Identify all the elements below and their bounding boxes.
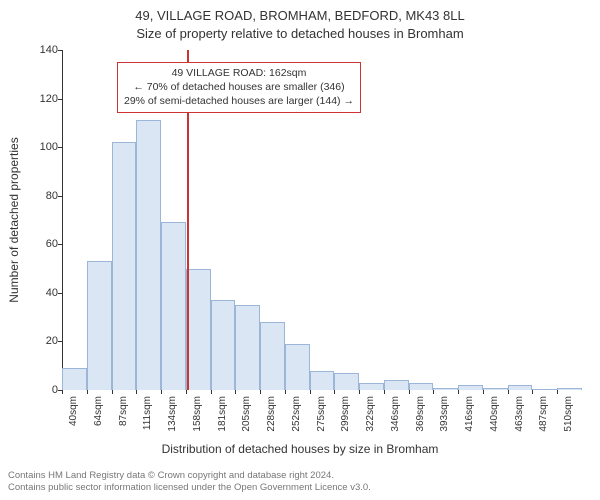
bar bbox=[161, 222, 186, 390]
chart-title-line1: 49, VILLAGE ROAD, BROMHAM, BEDFORD, MK43… bbox=[0, 8, 600, 23]
info-box: 49 VILLAGE ROAD: 162sqm← 70% of detached… bbox=[117, 62, 361, 113]
bar bbox=[433, 388, 458, 390]
x-tick-label: 158sqm bbox=[192, 396, 203, 441]
y-tick-label: 120 bbox=[40, 93, 58, 105]
x-tick-label: 346sqm bbox=[390, 396, 401, 441]
x-tick-label: 205sqm bbox=[241, 396, 252, 441]
bar bbox=[112, 142, 137, 390]
x-tick-mark bbox=[483, 390, 484, 394]
x-tick-mark bbox=[112, 390, 113, 394]
x-tick-mark bbox=[557, 390, 558, 394]
chart-title-line2: Size of property relative to detached ho… bbox=[0, 26, 600, 41]
bar bbox=[136, 120, 161, 390]
x-tick-mark bbox=[285, 390, 286, 394]
bar bbox=[409, 383, 434, 390]
x-axis-label: Distribution of detached houses by size … bbox=[0, 442, 600, 456]
bar bbox=[458, 385, 483, 390]
bar bbox=[384, 380, 409, 390]
y-tick-mark bbox=[58, 293, 62, 294]
bar bbox=[483, 388, 508, 390]
x-tick-mark bbox=[136, 390, 137, 394]
x-tick-label: 487sqm bbox=[538, 396, 549, 441]
x-tick-mark bbox=[260, 390, 261, 394]
y-tick-mark bbox=[58, 341, 62, 342]
x-tick-label: 111sqm bbox=[142, 396, 153, 441]
chart-container: 49, VILLAGE ROAD, BROMHAM, BEDFORD, MK43… bbox=[0, 0, 600, 500]
footer-line2: Contains public sector information licen… bbox=[8, 482, 371, 494]
bar bbox=[62, 368, 87, 390]
y-tick-label: 40 bbox=[46, 287, 58, 299]
bar bbox=[285, 344, 310, 390]
bar bbox=[235, 305, 260, 390]
bar bbox=[359, 383, 384, 390]
y-tick-mark bbox=[58, 244, 62, 245]
x-tick-label: 40sqm bbox=[68, 396, 79, 441]
y-tick-mark bbox=[58, 196, 62, 197]
info-box-line: ← 70% of detached houses are smaller (34… bbox=[124, 80, 354, 94]
x-tick-label: 134sqm bbox=[167, 396, 178, 441]
x-tick-mark bbox=[508, 390, 509, 394]
y-axis-label: Number of detached properties bbox=[7, 137, 21, 302]
bar bbox=[87, 261, 112, 390]
bar bbox=[211, 300, 236, 390]
bar bbox=[334, 373, 359, 390]
x-tick-mark bbox=[458, 390, 459, 394]
x-tick-mark bbox=[334, 390, 335, 394]
x-tick-label: 393sqm bbox=[439, 396, 450, 441]
x-tick-mark bbox=[62, 390, 63, 394]
x-tick-mark bbox=[409, 390, 410, 394]
y-tick-label: 60 bbox=[46, 238, 58, 250]
bar bbox=[260, 322, 285, 390]
y-tick-mark bbox=[58, 99, 62, 100]
footer-line1: Contains HM Land Registry data © Crown c… bbox=[8, 470, 371, 482]
bar bbox=[508, 385, 533, 390]
x-tick-label: 416sqm bbox=[464, 396, 475, 441]
x-tick-label: 463sqm bbox=[514, 396, 525, 441]
y-tick-mark bbox=[58, 147, 62, 148]
info-box-line: 49 VILLAGE ROAD: 162sqm bbox=[124, 66, 354, 80]
x-tick-label: 322sqm bbox=[365, 396, 376, 441]
x-tick-label: 299sqm bbox=[340, 396, 351, 441]
bar bbox=[186, 269, 211, 390]
x-tick-label: 440sqm bbox=[489, 396, 500, 441]
attribution-footer: Contains HM Land Registry data © Crown c… bbox=[8, 470, 371, 494]
x-tick-mark bbox=[211, 390, 212, 394]
x-tick-mark bbox=[310, 390, 311, 394]
x-tick-label: 181sqm bbox=[217, 396, 228, 441]
bar bbox=[557, 388, 582, 390]
x-tick-label: 275sqm bbox=[316, 396, 327, 441]
x-tick-mark bbox=[87, 390, 88, 394]
x-tick-mark bbox=[384, 390, 385, 394]
y-tick-label: 140 bbox=[40, 44, 58, 56]
x-tick-mark bbox=[532, 390, 533, 394]
y-tick-label: 80 bbox=[46, 190, 58, 202]
x-tick-label: 369sqm bbox=[415, 396, 426, 441]
x-tick-label: 64sqm bbox=[93, 396, 104, 441]
x-tick-mark bbox=[235, 390, 236, 394]
x-tick-mark bbox=[186, 390, 187, 394]
y-tick-mark bbox=[58, 50, 62, 51]
plot-area: 49 VILLAGE ROAD: 162sqm← 70% of detached… bbox=[62, 50, 582, 390]
x-tick-mark bbox=[161, 390, 162, 394]
x-tick-label: 252sqm bbox=[291, 396, 302, 441]
x-tick-mark bbox=[359, 390, 360, 394]
y-tick-label: 100 bbox=[40, 141, 58, 153]
info-box-line: 29% of semi-detached houses are larger (… bbox=[124, 94, 354, 108]
bar bbox=[532, 389, 557, 390]
x-tick-label: 510sqm bbox=[563, 396, 574, 441]
x-tick-label: 87sqm bbox=[118, 396, 129, 441]
bar bbox=[310, 371, 335, 390]
x-tick-label: 228sqm bbox=[266, 396, 277, 441]
y-tick-label: 20 bbox=[46, 335, 58, 347]
x-tick-mark bbox=[433, 390, 434, 394]
